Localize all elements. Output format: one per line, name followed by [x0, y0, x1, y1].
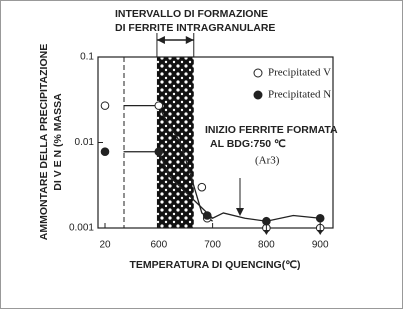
annotation: INIZIO FERRITE FORMATA [205, 124, 338, 136]
x-tick-label: 600 [150, 240, 167, 251]
x-tick-label: 20 [99, 240, 111, 251]
x-axis-label: TEMPERATURA DI QUENCING(℃) [129, 259, 300, 271]
point [315, 213, 325, 223]
point [197, 182, 207, 192]
point [100, 147, 110, 157]
y-tick-label: 0.1 [80, 52, 94, 63]
point [154, 147, 164, 157]
legend-marker [253, 90, 263, 100]
range-arrow-head [156, 36, 165, 44]
legend-marker [253, 68, 263, 78]
y-axis-label: DI V E N (% MASSA [52, 93, 64, 191]
point [100, 101, 110, 110]
curve [123, 151, 321, 222]
legend-label: Precipitated V [268, 67, 331, 79]
legend-label: Precipitated N [268, 89, 331, 101]
point [202, 211, 212, 220]
arrow-head [236, 208, 244, 216]
x-tick-label: 700 [204, 240, 221, 251]
y-tick-label: 0.01 [75, 137, 95, 148]
x-tick-label: 900 [312, 240, 329, 251]
y-axis-label: AMMONTARE DELLA PRECIPITAZIONE [38, 44, 50, 240]
annotation: INTERVALLO DI FORMAZIONE [115, 8, 268, 20]
annotation: (Ar3) [255, 155, 280, 167]
annotation: DI FERRITE INTRAGRANULARE [115, 22, 275, 34]
range-arrow-head [185, 36, 194, 44]
x-tick-label: 800 [258, 240, 275, 251]
detection-arrow-head [317, 230, 324, 235]
point [154, 101, 164, 110]
annotation: AL BDG:750 ℃ [210, 138, 286, 150]
detection-arrow-head [263, 230, 270, 235]
formation-band [156, 57, 194, 228]
y-tick-label: 0.001 [69, 223, 94, 234]
plot [156, 33, 195, 228]
